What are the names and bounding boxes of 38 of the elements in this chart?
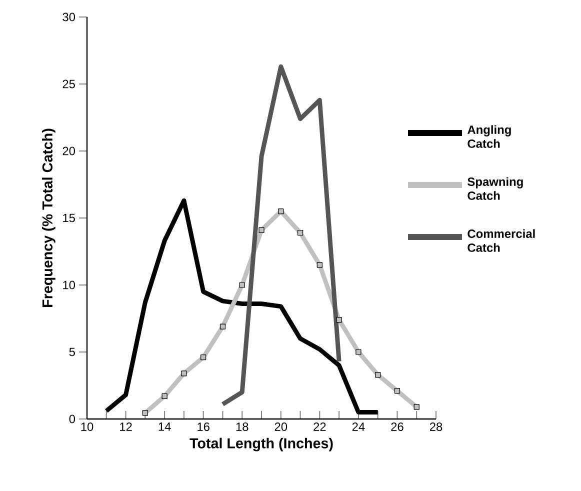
point [336, 317, 342, 323]
y-tick-label: 5 [69, 348, 75, 356]
x-tick-label: 10 [81, 422, 94, 431]
y-tick-label: 20 [62, 146, 76, 156]
point [356, 349, 362, 355]
point [258, 227, 264, 233]
line-series [220, 64, 342, 407]
legend-label: Commercial Catch [468, 229, 535, 252]
x-tick-label: 20 [274, 422, 288, 431]
x-tick-label: 24 [352, 422, 365, 431]
point [142, 410, 148, 416]
legend-label: Spawning Catch [468, 177, 523, 200]
x-tick-label: 12 [120, 422, 132, 431]
x-tick-label: 22 [314, 422, 326, 431]
y-axis-title: Frequency (% Total Catch) [42, 128, 56, 307]
y-tick-label: 10 [63, 280, 76, 290]
point [297, 230, 304, 236]
legend-label: Angling Catch [468, 125, 511, 148]
point [200, 354, 206, 360]
x-tick-label: 26 [391, 422, 404, 431]
y-tick-label: 25 [62, 80, 75, 88]
x-tick-label: 16 [198, 422, 210, 431]
point [181, 370, 187, 376]
point [316, 262, 322, 268]
x-axis-title: Total Length (Inches) [190, 438, 333, 452]
y-tick-label: 30 [62, 12, 76, 22]
point [239, 282, 245, 288]
point [394, 388, 400, 394]
x-tick-label: 18 [236, 422, 248, 431]
point [414, 404, 420, 410]
point [220, 324, 226, 330]
point [162, 393, 168, 400]
y-tick-label: 0 [69, 414, 76, 424]
point [375, 372, 381, 378]
x-tick-label: 28 [430, 422, 442, 431]
y-tick-label: 15 [63, 214, 75, 222]
x-tick-label: 14 [158, 422, 171, 431]
point [278, 208, 284, 214]
